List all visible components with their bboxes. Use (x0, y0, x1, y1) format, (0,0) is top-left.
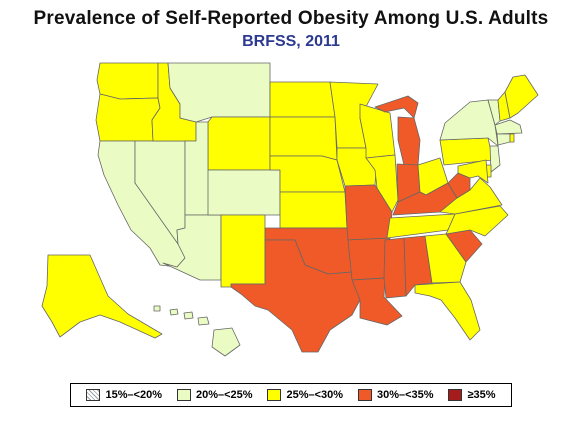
state-nm (220, 214, 266, 288)
state-ct (496, 133, 511, 146)
state-il (365, 154, 399, 213)
legend-swatch-35-plus (448, 389, 463, 401)
state-tx (230, 239, 361, 353)
state-ga (424, 233, 467, 284)
legend-item-35-plus: ≥35% (448, 389, 496, 401)
state-sd (269, 116, 338, 161)
legend-item-25-30: 25%–<30% (267, 389, 343, 401)
legend-swatch-25-30 (267, 389, 282, 401)
state-fl (414, 281, 481, 341)
map-title: Prevalence of Self-Reported Obesity Amon… (33, 8, 549, 29)
state-ks (279, 191, 348, 229)
state-ri (509, 133, 515, 143)
state-nj (489, 145, 501, 173)
legend-swatch-30-35 (357, 389, 372, 401)
legend-label-25-30: 25%–<30% (286, 389, 344, 401)
state-or (95, 93, 161, 142)
state-al (403, 235, 433, 297)
legend-swatch-15-20 (86, 389, 101, 401)
state-mt (167, 62, 271, 123)
legend-item-30-35: 30%–<35% (357, 389, 434, 401)
state-md (457, 159, 489, 184)
legend: 15%–<20% 20%–<25% 25%–<30% 30%–<35% ≥35% (70, 383, 512, 407)
state-ms (383, 237, 407, 299)
state-ma (494, 119, 523, 135)
state-me (504, 74, 539, 119)
state-ne (269, 155, 346, 193)
state-wa (96, 62, 159, 100)
state-nd (269, 81, 336, 118)
state-wy (207, 116, 271, 171)
legend-label-35-plus: ≥35% (467, 389, 496, 401)
legend-swatch-20-25 (176, 389, 191, 401)
legend-label-15-20: 15%–<20% (105, 389, 163, 401)
legend-item-15-20: 15%–<20% (86, 389, 162, 401)
state-ak (41, 254, 163, 339)
state-ar (347, 237, 391, 281)
state-ny (439, 99, 499, 147)
state-hi (153, 305, 241, 357)
legend-label-30-35: 30%–<35% (376, 389, 434, 401)
legend-label-20-25: 20%–<25% (195, 389, 253, 401)
state-co (207, 169, 281, 216)
state-wv (447, 172, 471, 199)
map-subtitle: BRFSS, 2011 (242, 33, 340, 50)
legend-item-20-25: 20%–<25% (176, 389, 253, 401)
